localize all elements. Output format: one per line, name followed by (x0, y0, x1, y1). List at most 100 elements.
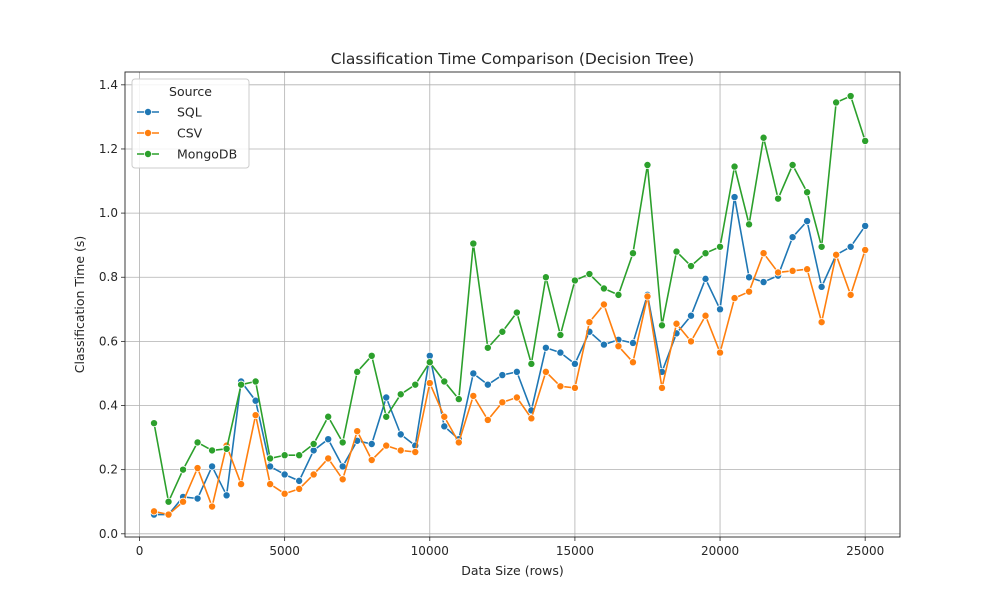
x-tick-label: 25000 (846, 544, 884, 558)
data-point-csv (208, 502, 217, 511)
data-point-mongodb (483, 343, 492, 352)
data-point-mongodb (295, 451, 304, 460)
data-point-mongodb (469, 239, 478, 248)
data-point-mongodb (599, 284, 608, 293)
y-tick-label: 0.2 (99, 463, 118, 477)
legend-marker-sql (143, 108, 152, 117)
data-point-csv (425, 379, 434, 388)
data-point-sql (295, 476, 304, 485)
x-tick-label: 15000 (556, 544, 594, 558)
data-point-sql (208, 462, 217, 471)
data-point-csv (599, 300, 608, 309)
x-tick-label: 0 (136, 544, 144, 558)
data-point-csv (774, 268, 783, 277)
data-point-mongodb (701, 249, 710, 258)
data-point-csv (367, 456, 376, 465)
y-axis-title: Classification Time (s) (72, 236, 87, 374)
legend-box (131, 78, 250, 169)
data-point-mongodb (179, 465, 188, 474)
data-point-csv (237, 480, 246, 489)
data-point-mongodb (266, 454, 275, 463)
data-point-mongodb (309, 439, 318, 448)
data-point-mongodb (716, 242, 725, 251)
data-point-csv (469, 391, 478, 400)
data-point-mongodb (498, 327, 507, 336)
grid-lines (125, 72, 900, 537)
data-point-sql (541, 343, 550, 352)
data-point-sql (759, 278, 768, 287)
data-point-csv (672, 319, 681, 328)
data-point-mongodb (788, 160, 797, 169)
data-point-csv (614, 342, 623, 351)
data-point-csv (788, 266, 797, 275)
data-point-mongodb (193, 438, 202, 447)
data-point-csv (628, 358, 637, 367)
data-point-mongodb (396, 390, 405, 399)
legend-label-mongodb: MongoDB (177, 147, 237, 162)
data-point-csv (861, 245, 870, 254)
data-point-csv (411, 448, 420, 457)
data-point-mongodb (817, 242, 826, 251)
data-point-sql (396, 430, 405, 439)
data-point-mongodb (512, 308, 521, 317)
data-point-csv (716, 348, 725, 357)
data-point-mongodb (657, 321, 666, 330)
data-point-csv (701, 311, 710, 320)
legend-label-csv: CSV (177, 126, 203, 141)
legend: Source SQL CSV MongoDB (131, 78, 250, 169)
data-point-csv (440, 412, 449, 421)
y-tick-label: 0.4 (99, 399, 118, 413)
y-tick-label: 1.4 (99, 78, 118, 92)
data-point-sql (193, 494, 202, 503)
data-point-csv (179, 497, 188, 506)
data-point-mongodb (324, 412, 333, 421)
data-point-csv (745, 287, 754, 296)
data-point-sql (280, 470, 289, 479)
data-point-mongodb (280, 451, 289, 460)
data-point-csv (164, 510, 173, 519)
data-point-csv (280, 489, 289, 498)
data-point-csv (483, 415, 492, 424)
data-point-sql (556, 348, 565, 357)
data-point-csv (309, 470, 318, 479)
data-point-csv (498, 398, 507, 407)
data-point-csv (512, 393, 521, 402)
data-point-csv (527, 414, 536, 423)
y-tick-label: 0.0 (99, 527, 118, 541)
data-point-csv (295, 484, 304, 493)
data-point-mongodb (425, 358, 434, 367)
data-point-sql (817, 282, 826, 291)
x-tick-label: 5000 (269, 544, 300, 558)
data-point-csv (759, 249, 768, 258)
data-point-mongodb (541, 273, 550, 282)
data-point-sql (382, 393, 391, 402)
data-point-mongodb (745, 220, 754, 229)
y-tick-label: 1.0 (99, 206, 118, 220)
data-point-csv (324, 454, 333, 463)
data-point-mongodb (759, 133, 768, 142)
data-point-sql (367, 439, 376, 448)
data-point-csv (338, 475, 347, 484)
x-tick-label: 10000 (411, 544, 449, 558)
x-axis-title: Data Size (rows) (461, 563, 563, 578)
data-point-sql (469, 369, 478, 378)
data-point-csv (817, 318, 826, 327)
data-point-mongodb (382, 412, 391, 421)
data-point-mongodb (353, 367, 362, 376)
data-point-mongodb (614, 290, 623, 299)
data-point-mongodb (150, 419, 159, 428)
data-point-mongodb (585, 270, 594, 279)
data-point-sql (730, 193, 739, 202)
data-point-csv (643, 292, 652, 301)
series-line-csv (153, 249, 866, 516)
data-point-mongodb (454, 395, 463, 404)
x-tick-label: 20000 (701, 544, 739, 558)
data-point-csv (570, 383, 579, 392)
y-tick-label: 1.2 (99, 142, 118, 156)
data-point-csv (730, 294, 739, 303)
data-point-csv (353, 427, 362, 436)
data-point-sql (324, 435, 333, 444)
data-point-csv (541, 367, 550, 376)
